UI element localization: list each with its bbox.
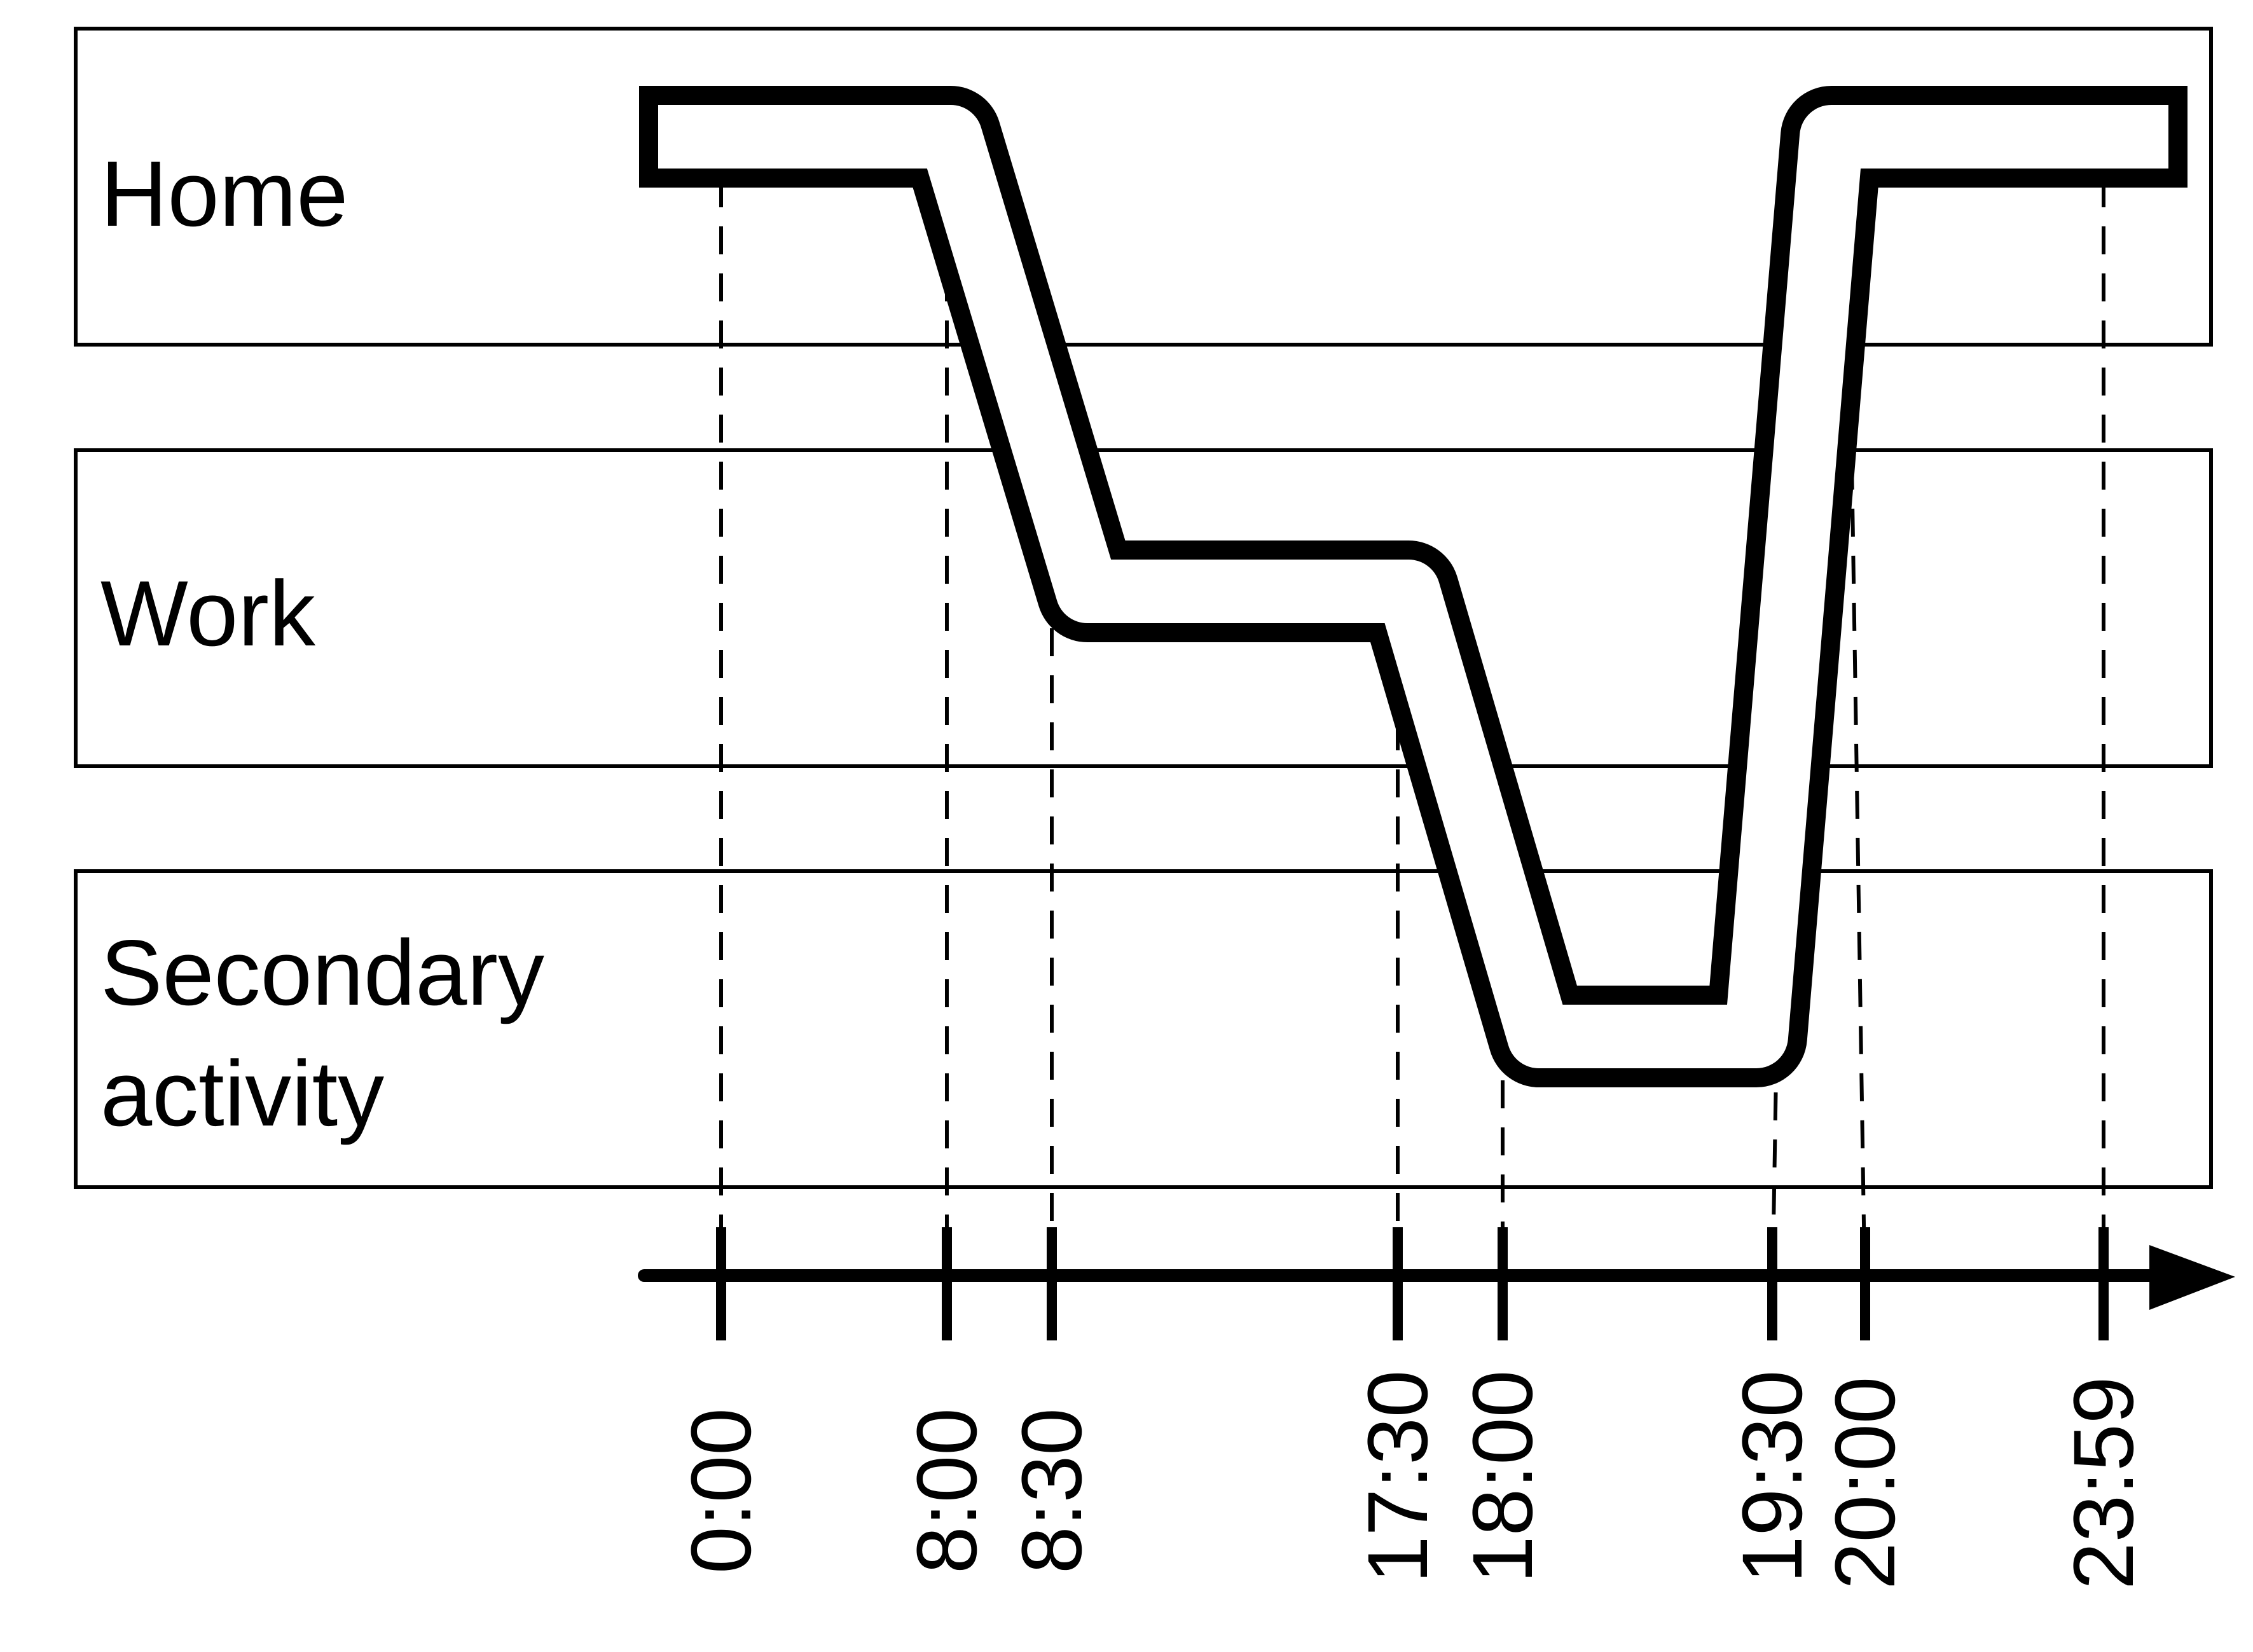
tick-label-2359: 23:59 xyxy=(2057,1377,2151,1590)
zone-boxes xyxy=(74,27,2213,1189)
time-axis-ticks xyxy=(716,1227,2109,1340)
schedule-path-interior xyxy=(658,105,2168,1068)
tick-label-1930: 19:30 xyxy=(1725,1370,1820,1583)
time-axis-arrowhead xyxy=(2149,1245,2235,1310)
schedule-path xyxy=(639,86,2188,1087)
zone-labels: Home Work Secondary activity xyxy=(100,142,544,1145)
zone-label-work: Work xyxy=(100,561,316,665)
tick-label-0830: 8:30 xyxy=(1005,1408,1099,1574)
tick-label-1730: 17:30 xyxy=(1351,1370,1445,1583)
zone-box-home xyxy=(74,27,2213,347)
time-axis xyxy=(638,1227,2235,1340)
tick-label-2000: 20:00 xyxy=(1818,1377,1913,1590)
zone-label-secondary-line2: activity xyxy=(100,1042,384,1145)
tick-label-0000: 0:00 xyxy=(674,1408,769,1574)
zone-box-work xyxy=(74,448,2213,768)
zone-label-home: Home xyxy=(100,142,348,245)
zone-box-secondary xyxy=(74,869,2213,1189)
zone-label-secondary-line1: Secondary xyxy=(100,921,544,1024)
tick-label-0800: 8:00 xyxy=(900,1408,995,1574)
time-tick-labels: 0:00 8:00 8:30 17:30 18:00 19:30 20:00 2… xyxy=(674,1370,2151,1590)
tick-label-1800: 18:00 xyxy=(1456,1370,1550,1583)
